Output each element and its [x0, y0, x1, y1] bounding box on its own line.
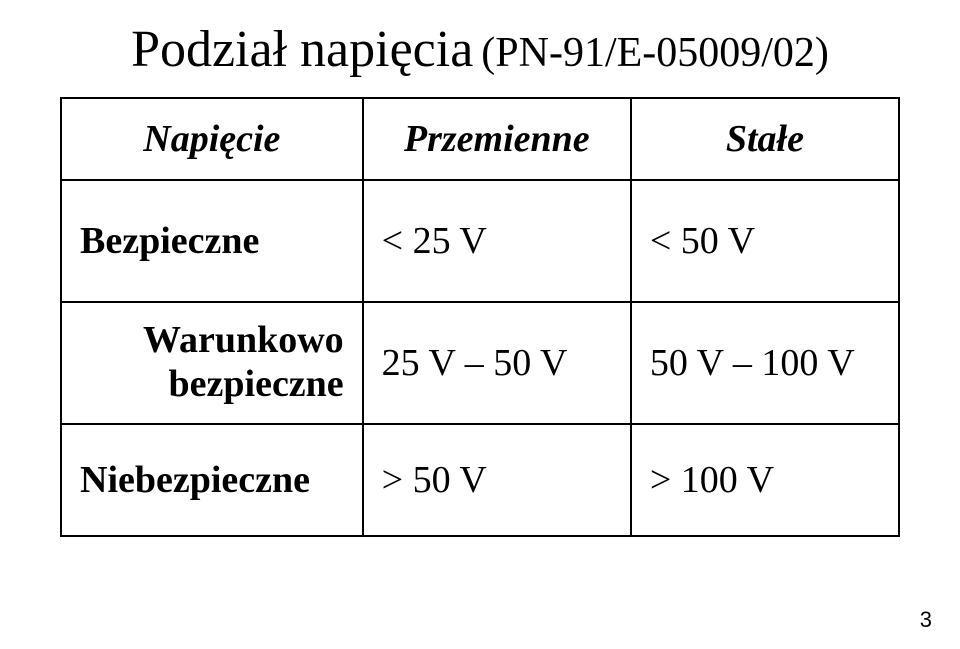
voltage-table: Napięcie Przemienne Stałe Bezpieczne < 2…: [60, 97, 900, 537]
row-dc: < 50 V: [631, 180, 899, 302]
page-number: 3: [920, 607, 932, 633]
title-sub: (PN-91/E-05009/02): [481, 30, 829, 76]
row-label: Bezpieczne: [61, 180, 363, 302]
row-dc: 50 V – 100 V: [631, 302, 899, 424]
row-ac: > 50 V: [363, 424, 631, 536]
title-main: Podział napięcia: [131, 21, 473, 78]
header-col3: Stałe: [631, 98, 899, 180]
row-dc: > 100 V: [631, 424, 899, 536]
row-label-multiline: Warunkowo bezpieczne: [61, 302, 363, 424]
page-title: Podział napięcia (PN-91/E-05009/02): [60, 20, 900, 79]
slide-page: Podział napięcia (PN-91/E-05009/02) Napi…: [0, 0, 960, 649]
table-row: Warunkowo bezpieczne 25 V – 50 V 50 V – …: [61, 302, 899, 424]
table-row: Bezpieczne < 25 V < 50 V: [61, 180, 899, 302]
header-col1: Napięcie: [61, 98, 363, 180]
row-label-line1: Warunkowo: [80, 319, 344, 363]
row-label-line2: bezpieczne: [80, 363, 344, 407]
table-header-row: Napięcie Przemienne Stałe: [61, 98, 899, 180]
header-col2: Przemienne: [363, 98, 631, 180]
row-label: Niebezpieczne: [61, 424, 363, 536]
table-row: Niebezpieczne > 50 V > 100 V: [61, 424, 899, 536]
row-ac: < 25 V: [363, 180, 631, 302]
row-ac: 25 V – 50 V: [363, 302, 631, 424]
